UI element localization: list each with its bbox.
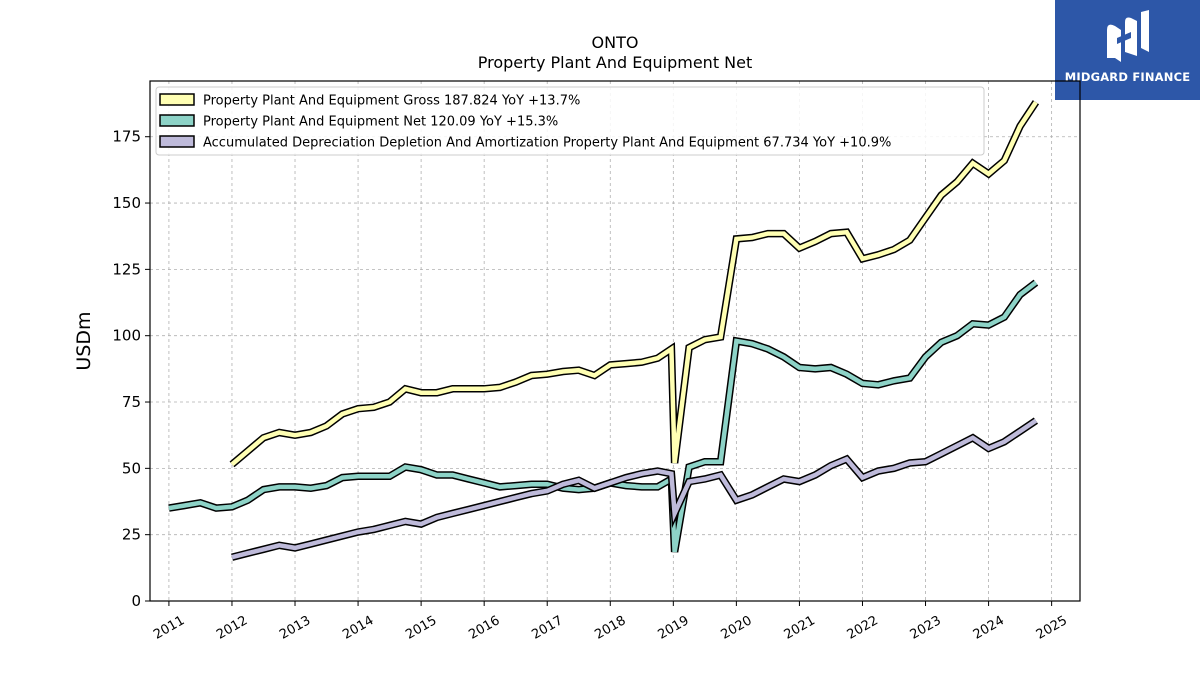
series-line-net-outline [168, 279, 1039, 553]
x-tick-label: 2022 [845, 613, 881, 643]
x-tick-label: 2024 [971, 613, 1007, 643]
x-tick-label: 2019 [655, 613, 691, 643]
legend-swatch-net [159, 114, 195, 127]
legend-label-net: Property Plant And Equipment Net 120.09 … [203, 115, 558, 130]
y-tick-label: 100 [112, 327, 141, 345]
x-tick-label: 2011 [151, 613, 187, 643]
y-axis-label: USDm [73, 311, 95, 370]
brand-name: MIDGARD FINANCE [1064, 70, 1191, 84]
chart-title: ONTO [592, 33, 639, 52]
legend-swatch-depreciation [159, 135, 195, 148]
legend-label-depreciation: Accumulated Depreciation Depletion And A… [203, 136, 891, 151]
y-tick-label: 150 [112, 194, 141, 212]
x-tick-label: 2014 [340, 613, 376, 643]
series-line-depreciation [231, 418, 1038, 560]
x-tick-label: 2012 [214, 613, 250, 643]
x-tick-label: 2020 [719, 613, 755, 643]
x-tick-label: 2021 [782, 613, 818, 643]
x-tick-label: 2015 [403, 613, 439, 643]
chart-subtitle: Property Plant And Equipment Net [478, 53, 753, 72]
series-line-net [168, 280, 1038, 553]
plot-frame [149, 80, 1081, 602]
x-tick-label: 2018 [592, 613, 628, 643]
x-tick-label: 2016 [466, 613, 502, 643]
brand-logo: MIDGARD FINANCE [1055, 0, 1200, 100]
x-tick-label: 2023 [908, 613, 944, 643]
series-lines [168, 100, 1040, 561]
legend-label-gross: Property Plant And Equipment Gross 187.8… [203, 94, 580, 109]
legend: Property Plant And Equipment Gross 187.8… [155, 86, 985, 156]
series-line-gross [230, 100, 1038, 467]
y-tick-label: 75 [122, 393, 141, 411]
x-tick-label: 2013 [277, 613, 313, 643]
y-tick-label: 125 [112, 260, 141, 278]
y-tick-label: 175 [112, 128, 141, 146]
y-tick-label: 25 [122, 526, 141, 544]
x-tick-label: 2017 [529, 613, 565, 643]
midgard-m-logo-icon [1107, 10, 1149, 63]
legend-swatch-gross [159, 93, 195, 106]
x-tick-label: 2025 [1034, 613, 1070, 643]
y-tick-label: 0 [131, 592, 141, 610]
axis-ticks: 0 25 50 75 100 125 150 175 2011 2012 2013 2014 2015 2… [112, 128, 1070, 643]
y-tick-label: 50 [122, 459, 141, 477]
legend-box [155, 86, 985, 156]
